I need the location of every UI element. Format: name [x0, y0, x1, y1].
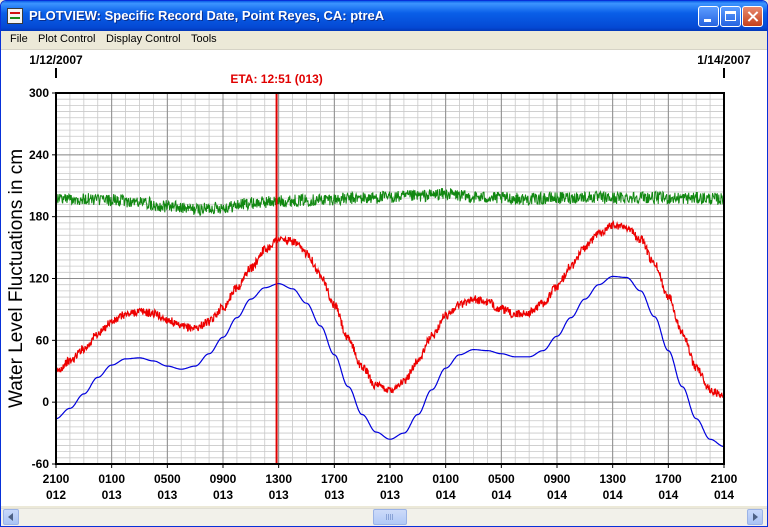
plot-area: ETA: 12:51 (013) 300 240 180 120 60 0 -60 2100… [1, 50, 767, 506]
menu-plot-control[interactable]: Plot Control [38, 33, 96, 45]
x-tick-labels: 2100 012 0100 013 0500 013 0900 013 1300 013 1700 0… [43, 464, 738, 502]
x-tick-day-label: 013 [102, 488, 122, 502]
x-tick-time-label: 0500 [154, 472, 181, 486]
x-tick-day-label: 013 [157, 488, 177, 502]
scroll-left-button[interactable] [3, 509, 19, 525]
x-tick-day-label: 014 [491, 488, 511, 502]
x-tick-time-label: 0900 [210, 472, 237, 486]
y-tick-label: -60 [32, 457, 50, 471]
x-tick-day-label: 013 [213, 488, 233, 502]
x-tick-time-label: 0900 [544, 472, 571, 486]
y-tick-label: 240 [29, 148, 49, 162]
scrollbar-thumb[interactable] [373, 509, 407, 525]
x-tick-day-label: 014 [436, 488, 456, 502]
x-tick-time-label: 1300 [599, 472, 626, 486]
y-tick-label: 60 [36, 333, 50, 347]
eta-label: ETA: 12:51 (013) [230, 72, 322, 86]
x-tick-time-label: 2100 [43, 472, 70, 486]
x-tick-day-label: 012 [46, 488, 66, 502]
x-tick-time-label: 2100 [377, 472, 404, 486]
x-tick-time-label: 1700 [655, 472, 682, 486]
y-tick-label: 180 [29, 210, 49, 224]
x-tick-time-label: 0500 [488, 472, 515, 486]
x-tick-day-label: 014 [714, 488, 734, 502]
date-start-label: 1/12/2007 [29, 53, 83, 67]
series-line-1 [55, 219, 725, 399]
date-end-label: 1/14/2007 [697, 53, 751, 67]
x-tick-day-label: 014 [603, 488, 623, 502]
menu-display-control[interactable]: Display Control [106, 33, 181, 45]
window-title: PLOTVIEW: Specific Record Date, Point Re… [29, 8, 385, 23]
y-tick-label: 300 [29, 86, 49, 100]
x-tick-time-label: 1700 [321, 472, 348, 486]
x-tick-day-label: 014 [547, 488, 567, 502]
horizontal-scrollbar[interactable] [1, 508, 767, 526]
x-tick-day-label: 014 [658, 488, 678, 502]
y-tick-labels: 300 240 180 120 60 0 -60 [29, 86, 56, 471]
series-line-0 [55, 275, 724, 448]
minimize-button[interactable] [698, 6, 719, 27]
x-tick-day-label: 013 [269, 488, 289, 502]
close-button[interactable] [742, 6, 763, 27]
x-tick-time-label: 1300 [265, 472, 292, 486]
title-bar[interactable]: PLOTVIEW: Specific Record Date, Point Re… [1, 1, 767, 31]
x-tick-time-label: 0100 [432, 472, 459, 486]
x-tick-time-label: 0100 [98, 472, 125, 486]
menu-bar: File Plot Control Display Control Tools [1, 31, 767, 50]
app-icon [7, 8, 23, 24]
menu-file[interactable]: File [10, 33, 28, 45]
maximize-button[interactable] [720, 6, 741, 27]
scroll-right-button[interactable] [747, 509, 763, 525]
y-tick-label: 120 [29, 272, 49, 286]
x-tick-day-label: 013 [324, 488, 344, 502]
series-line-2 [55, 188, 725, 217]
x-tick-day-label: 013 [380, 488, 400, 502]
series-group [55, 188, 725, 448]
y-tick-label: 0 [42, 395, 49, 409]
y-axis-label: Water Level Fluctuations in cm [6, 149, 27, 408]
x-tick-time-label: 2100 [711, 472, 738, 486]
menu-tools[interactable]: Tools [191, 33, 217, 45]
water-level-chart: ETA: 12:51 (013) 300 240 180 120 60 0 -60 2100… [6, 53, 751, 502]
